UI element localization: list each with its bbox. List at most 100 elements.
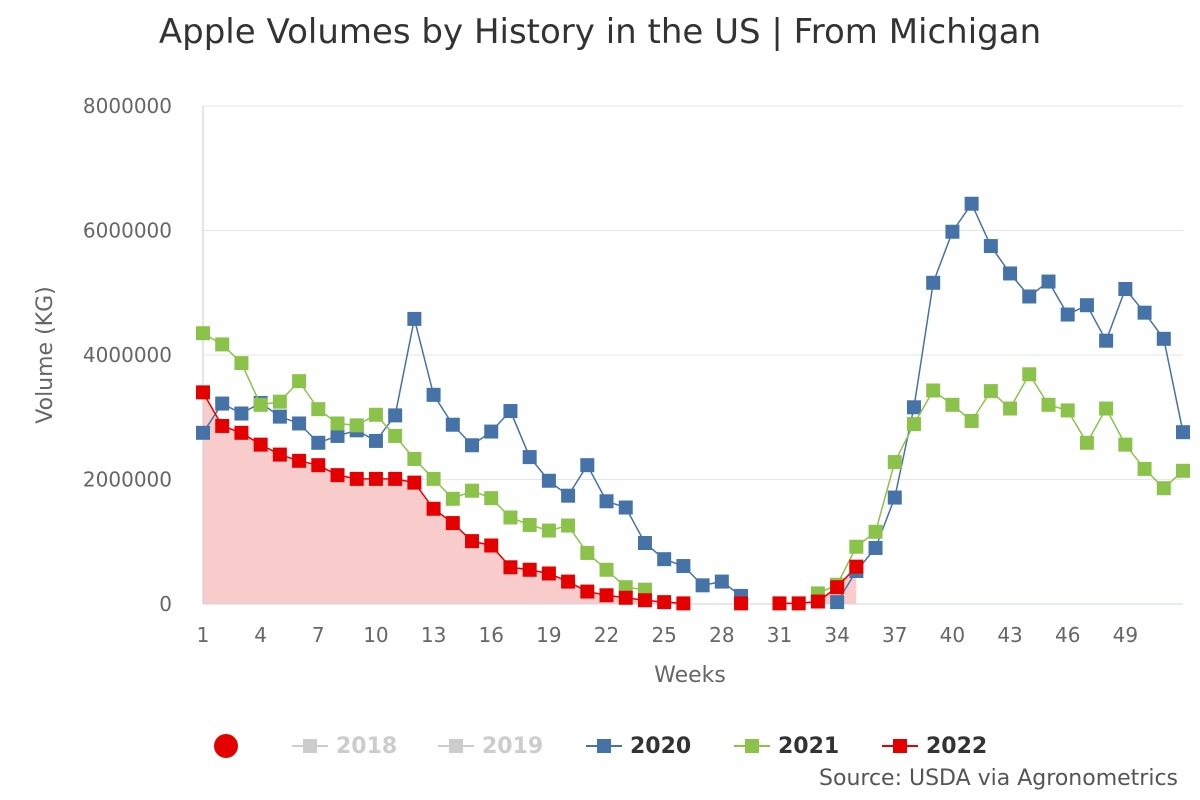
data-point-2020[interactable] [561,488,576,503]
data-point-2020[interactable] [465,438,480,453]
data-point-2022[interactable] [234,425,249,440]
data-point-2022[interactable] [407,475,422,490]
data-point-2020[interactable] [1003,266,1018,281]
data-point-2021[interactable] [906,417,921,432]
data-point-2020[interactable] [945,224,960,239]
data-point-2020[interactable] [906,400,921,415]
data-point-2022[interactable] [311,458,326,473]
data-point-2020[interactable] [599,494,614,509]
data-point-2020[interactable] [311,435,326,450]
data-point-2022[interactable] [522,562,537,577]
data-point-2020[interactable] [983,239,998,254]
data-point-2020[interactable] [368,433,383,448]
data-point-2020[interactable] [215,396,230,411]
data-point-2022[interactable] [541,566,556,581]
data-point-2020[interactable] [676,559,691,574]
data-point-2020[interactable] [1060,307,1075,322]
data-point-2020[interactable] [580,458,595,473]
data-point-2022[interactable] [330,468,345,483]
data-point-2022[interactable] [849,559,864,574]
data-point-2021[interactable] [926,383,941,398]
data-point-2020[interactable] [426,387,441,402]
data-point-2022[interactable] [618,590,633,605]
data-point-2022[interactable] [349,471,364,486]
data-point-2021[interactable] [1099,401,1114,416]
data-point-2020[interactable] [926,275,941,290]
data-point-2022[interactable] [465,534,480,549]
data-point-2021[interactable] [887,455,902,470]
data-point-2021[interactable] [215,337,230,352]
data-point-2021[interactable] [1079,435,1094,450]
data-point-2020[interactable] [1118,282,1133,297]
data-point-2020[interactable] [657,552,672,567]
data-point-2021[interactable] [388,428,403,443]
data-point-2021[interactable] [445,491,460,506]
data-point-2021[interactable] [983,384,998,399]
data-point-2020[interactable] [964,196,979,211]
data-point-2021[interactable] [1060,403,1075,418]
data-point-2021[interactable] [1022,367,1037,382]
data-point-2021[interactable] [964,413,979,428]
data-point-2022[interactable] [561,574,576,589]
data-point-2020[interactable] [1099,333,1114,348]
data-point-2021[interactable] [618,580,633,595]
legend-item-2020[interactable]: 2020 [586,730,691,762]
data-point-2022[interactable] [426,501,441,516]
data-point-2020[interactable] [1022,289,1037,304]
data-point-2020[interactable] [484,424,499,439]
data-point-2022[interactable] [445,516,460,531]
data-point-2020[interactable] [868,540,883,555]
data-point-2021[interactable] [234,356,249,371]
data-point-2021[interactable] [368,407,383,422]
data-point-2020[interactable] [522,450,537,465]
data-point-2020[interactable] [637,535,652,550]
data-point-2020[interactable] [695,578,710,593]
data-point-2021[interactable] [503,510,518,525]
data-point-2021[interactable] [465,483,480,498]
data-point-2022[interactable] [292,453,307,468]
legend-item-2021[interactable]: 2021 [734,730,839,762]
data-point-2022[interactable] [810,594,825,609]
data-point-2020[interactable] [714,574,729,589]
data-point-2022[interactable] [272,447,287,462]
data-point-2021[interactable] [407,451,422,466]
data-point-2021[interactable] [561,518,576,533]
data-point-2020[interactable] [541,473,556,488]
data-point-2020[interactable] [1079,298,1094,313]
data-point-2020[interactable] [388,408,403,423]
data-point-2022[interactable] [657,595,672,610]
data-point-2021[interactable] [522,517,537,532]
data-point-2022[interactable] [580,584,595,599]
data-point-2022[interactable] [599,588,614,603]
data-point-2022[interactable] [388,471,403,486]
data-point-2021[interactable] [868,524,883,539]
data-point-2021[interactable] [292,374,307,389]
data-point-2021[interactable] [330,416,345,431]
data-point-2022[interactable] [676,596,691,611]
legend-reset-dot[interactable] [214,734,238,758]
data-point-2020[interactable] [272,409,287,424]
data-point-2022[interactable] [196,385,210,400]
data-point-2021[interactable] [849,539,864,554]
data-point-2020[interactable] [830,595,845,610]
data-point-2022[interactable] [830,580,845,595]
data-point-2020[interactable] [1156,331,1171,346]
data-point-2022[interactable] [791,596,806,611]
data-point-2022[interactable] [772,596,787,611]
data-point-2021[interactable] [945,397,960,412]
data-point-2021[interactable] [1041,397,1056,412]
data-point-2020[interactable] [618,500,633,515]
legend-item-2018[interactable]: 2018 [292,730,397,762]
data-point-2020[interactable] [1137,305,1152,320]
data-point-2021[interactable] [1156,481,1171,496]
data-point-2021[interactable] [484,491,499,506]
data-point-2021[interactable] [196,326,210,341]
data-point-2020[interactable] [1176,425,1190,440]
data-point-2020[interactable] [503,404,518,419]
data-point-2021[interactable] [253,397,268,412]
data-point-2022[interactable] [637,593,652,608]
data-point-2021[interactable] [580,545,595,560]
data-point-2020[interactable] [330,428,345,443]
data-point-2021[interactable] [637,582,652,597]
data-point-2020[interactable] [1041,274,1056,289]
